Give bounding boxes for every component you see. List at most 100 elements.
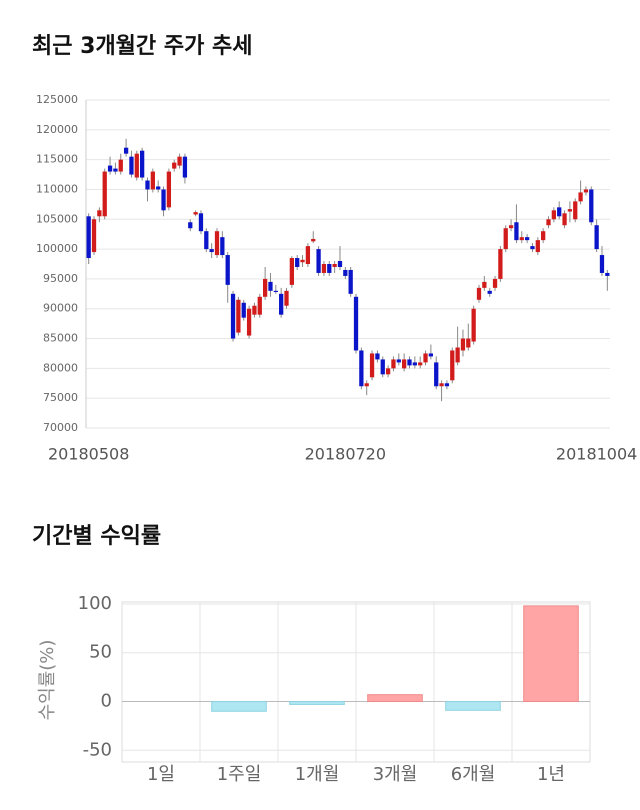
x-tick-label: 1주일	[217, 764, 262, 785]
candle-body	[156, 186, 161, 190]
candle-body	[273, 290, 278, 293]
chart-title: 기간별 수익률	[32, 524, 161, 549]
candle-body	[129, 156, 134, 175]
y-tick-label: 70000	[43, 421, 78, 434]
candle-body	[573, 201, 578, 220]
candle-body	[476, 287, 482, 300]
candle-body	[236, 299, 241, 333]
candle-body	[482, 281, 487, 288]
candle-body	[316, 249, 321, 273]
x-tick-label: 6개월	[451, 764, 496, 785]
candle-body	[369, 353, 375, 378]
y-tick-label: 50	[89, 642, 112, 663]
candle-body	[134, 153, 139, 178]
candle-body	[471, 308, 476, 342]
candle-body	[279, 293, 284, 315]
y-tick-label: 125000	[36, 93, 78, 106]
candle-body	[246, 308, 252, 336]
x-tick-label: 1일	[147, 764, 175, 785]
candle-body	[252, 305, 257, 315]
y-tick-label: 110000	[36, 182, 78, 195]
candle-body	[460, 338, 466, 351]
candle-body	[343, 269, 348, 276]
candle-body	[140, 150, 145, 178]
candle-body	[364, 383, 369, 387]
candle-body	[241, 302, 246, 318]
candle-body	[118, 159, 123, 172]
candle-body	[434, 362, 439, 387]
candle-body	[113, 168, 118, 172]
candle-body	[605, 272, 610, 276]
candle-body	[172, 162, 177, 169]
candle-body	[375, 353, 380, 360]
bar	[367, 694, 423, 703]
candle-body	[514, 222, 519, 241]
y-tick-label: 105000	[36, 212, 78, 225]
candle-body	[166, 171, 172, 208]
x-tick-label: 20180720	[305, 445, 386, 464]
y-tick-label: 95000	[43, 272, 78, 285]
x-tick-label: 1개월	[295, 764, 340, 785]
candle-body	[418, 362, 423, 366]
candle-body	[268, 281, 273, 291]
candle-body	[289, 258, 294, 285]
candle-body	[551, 210, 556, 220]
candle-body	[305, 246, 311, 264]
candle-body	[428, 353, 434, 357]
candle-body	[300, 259, 305, 263]
candle-body	[578, 192, 583, 202]
candle-body	[220, 237, 225, 256]
y-tick-label: -50	[83, 739, 112, 760]
y-tick-label: 0	[101, 691, 112, 712]
candle-body	[204, 231, 209, 250]
candle-body	[332, 264, 337, 267]
x-tick-label: 1년	[537, 764, 565, 785]
y-tick-label: 85000	[43, 332, 78, 345]
candle-body	[161, 189, 166, 211]
candle-body	[182, 156, 188, 178]
candle-body	[487, 290, 492, 294]
candle-body	[284, 290, 289, 306]
y-axis-label: 수익률(%)	[37, 640, 58, 721]
candle-body	[396, 359, 401, 363]
candle-body	[123, 147, 129, 154]
y-tick-label: 80000	[43, 361, 78, 374]
candle-body	[321, 264, 327, 273]
y-tick-label: 120000	[36, 123, 78, 136]
candle-body	[541, 231, 546, 241]
candle-body	[567, 209, 573, 212]
candle-body	[524, 237, 530, 241]
y-tick-label: 100	[78, 593, 112, 614]
y-tick-label: 115000	[36, 153, 78, 166]
y-tick-label: 90000	[43, 302, 78, 315]
candle-body	[359, 350, 364, 387]
candle-body	[262, 278, 268, 297]
candle-body	[444, 383, 450, 387]
candle-body	[97, 210, 102, 217]
chart-title: 최근 3개월간 주가 추세	[32, 34, 252, 59]
candle-body	[353, 296, 359, 351]
bar	[523, 605, 579, 703]
candle-body	[439, 383, 444, 387]
bar	[445, 701, 501, 711]
y-tick-label: 100000	[36, 242, 78, 255]
x-tick-label: 3개월	[373, 764, 418, 785]
candle-body	[86, 216, 91, 259]
candle-body	[385, 368, 391, 375]
candle-body	[466, 338, 471, 348]
candle-body	[150, 171, 155, 190]
candle-body	[257, 296, 262, 315]
candle-body	[198, 213, 204, 232]
candle-body	[209, 249, 214, 253]
bar	[211, 701, 267, 712]
candle-body	[535, 240, 540, 253]
bar	[289, 701, 345, 705]
candle-body	[177, 156, 182, 166]
candle-body	[412, 362, 417, 366]
candle-body	[546, 219, 551, 226]
candle-body	[450, 350, 455, 381]
candle-body	[498, 249, 503, 279]
candle-body	[102, 171, 107, 217]
candle-body	[380, 359, 385, 375]
x-tick-label: 20181004	[556, 445, 637, 464]
